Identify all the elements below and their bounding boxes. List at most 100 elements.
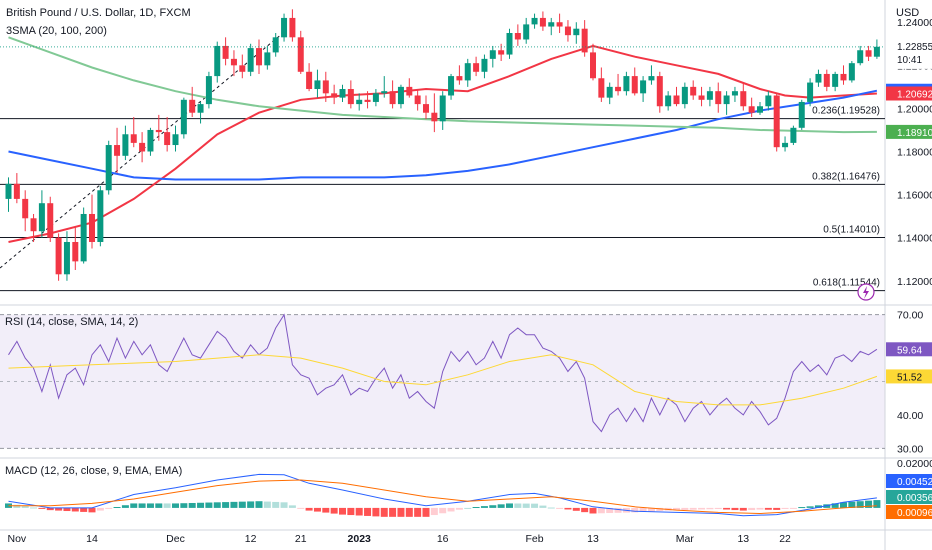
candle-body	[564, 26, 571, 36]
macd-histogram-bar	[614, 507, 622, 513]
macd-histogram-bar	[255, 501, 263, 508]
time-tick-label: 12	[245, 533, 257, 545]
macd-histogram-bar	[572, 507, 580, 511]
candle-body	[105, 145, 112, 191]
macd-histogram-bar	[531, 503, 539, 508]
macd-histogram-bar	[305, 507, 313, 511]
bar-countdown: 10:41	[897, 55, 922, 66]
macd-histogram-bar	[480, 506, 488, 508]
lightning-icon[interactable]	[857, 283, 875, 301]
macd-histogram-bar	[230, 501, 238, 508]
macd-histogram-bar	[213, 502, 221, 508]
candle-body	[389, 91, 396, 105]
candle-body	[55, 237, 62, 275]
macd-histogram-bar	[806, 506, 814, 508]
time-tick-label: Mar	[676, 533, 695, 545]
macd-histogram-bar	[539, 505, 547, 508]
time-tick-label: Dec	[166, 533, 185, 545]
candle-body	[656, 76, 663, 107]
macd-histogram-bar	[339, 507, 346, 515]
candle-body	[832, 73, 839, 87]
candle-body	[205, 76, 212, 105]
macd-histogram-bar	[30, 507, 38, 509]
candle-body	[615, 86, 622, 92]
macd-histogram-bar	[865, 500, 873, 508]
candle-body	[372, 93, 379, 102]
candle-body	[473, 63, 480, 72]
time-tick-label: 21	[295, 533, 307, 545]
rsi-badge	[886, 369, 932, 384]
macd-histogram-bar	[138, 503, 146, 508]
rsi-label: RSI (14, close, SMA, 14, 2)	[5, 316, 138, 328]
candle-body	[481, 58, 488, 72]
macd-histogram-bar	[96, 507, 104, 511]
macd-histogram-bar	[464, 507, 472, 509]
rsi-pane: 70.00 40.00 30.00 59.64 51.52	[0, 310, 932, 455]
trendline-drawing[interactable]	[0, 32, 284, 269]
candle-body	[97, 190, 104, 242]
candle-body	[773, 95, 780, 148]
candle-body	[523, 24, 530, 40]
rsi-tick-label: 40.00	[897, 410, 923, 422]
macd-histogram-bar	[155, 503, 163, 508]
candle-body	[47, 203, 54, 238]
macd-histogram-bar	[698, 507, 706, 510]
macd-histogram-bar	[589, 507, 597, 514]
candle-body	[573, 28, 580, 36]
candle-body	[823, 73, 830, 87]
fibonacci-levels: 0.236(1.19528) 0.382(1.16476) 0.5(1.14010)…	[0, 106, 885, 292]
candle-body	[122, 134, 129, 156]
macd-histogram-bar	[522, 503, 530, 508]
macd-histogram-bar	[472, 507, 480, 509]
price-tick-label: 1.14000	[897, 233, 932, 245]
macd-histogram-bar	[639, 507, 647, 512]
last-price-value: 1.22855	[897, 42, 932, 53]
macd-histogram-bar	[63, 507, 71, 512]
macd-histogram-bar	[272, 501, 280, 508]
macd-histogram-bar	[856, 501, 864, 508]
time-tick-label: 13	[587, 533, 599, 545]
currency-label: USD	[896, 7, 919, 19]
rsi-badge	[886, 342, 932, 357]
candle-body	[606, 86, 613, 98]
macd-histogram-bar	[514, 503, 522, 508]
macd-histogram-bar	[831, 503, 839, 508]
candle-body	[698, 95, 705, 100]
macd-histogram-bar	[146, 503, 154, 508]
candlesticks	[5, 9, 880, 281]
candle-body	[531, 17, 538, 25]
macd-histogram-bar	[172, 503, 179, 508]
macd-badge	[886, 474, 932, 488]
time-tick-label: 14	[86, 533, 98, 545]
price-badge	[886, 86, 932, 101]
macd-histogram-bar	[405, 507, 413, 517]
macd-histogram-bar	[689, 507, 697, 510]
candle-body	[130, 134, 137, 143]
macd-histogram-bar	[188, 502, 196, 508]
candle-body	[247, 48, 254, 72]
candle-body	[281, 17, 288, 38]
candle-body	[339, 89, 346, 98]
price-tick-label: 1.18000	[897, 147, 932, 159]
macd-histogram-bar	[489, 505, 497, 508]
macd-histogram-bar	[389, 507, 397, 517]
rsi-badge-label: 51.52	[897, 372, 922, 383]
candle-body	[423, 104, 429, 113]
candle-body	[848, 63, 855, 81]
candle-body	[239, 65, 246, 72]
sma-line	[8, 36, 877, 134]
candle-body	[631, 76, 638, 94]
macd-histogram-bar	[798, 507, 806, 509]
macd-histogram-bar	[773, 507, 781, 510]
time-tick-label: Nov	[8, 533, 27, 545]
time-tick-label: Feb	[526, 533, 544, 545]
candle-body	[798, 101, 805, 128]
macd-histogram-bar	[21, 506, 29, 508]
macd-label: MACD (12, 26, close, 9, EMA, EMA)	[5, 465, 182, 477]
candle-body	[690, 86, 697, 96]
macd-histogram-bar	[197, 502, 205, 508]
trendline-dashed[interactable]	[0, 32, 284, 269]
macd-histogram-bar	[673, 507, 680, 511]
macd-histogram-bar	[581, 507, 589, 513]
